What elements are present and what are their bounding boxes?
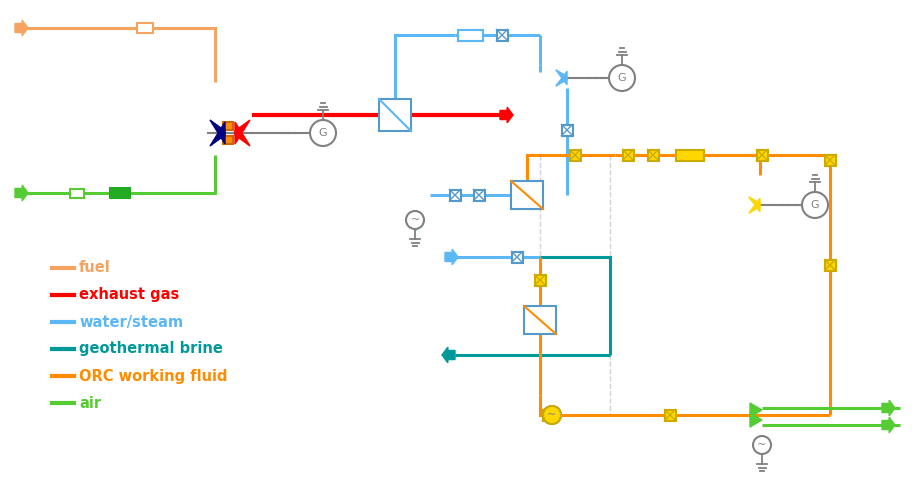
Circle shape xyxy=(406,211,424,229)
Text: fuel: fuel xyxy=(79,261,111,276)
Bar xyxy=(648,149,659,160)
Bar xyxy=(824,155,835,166)
Circle shape xyxy=(543,406,561,424)
Bar xyxy=(379,99,411,131)
Polygon shape xyxy=(882,417,895,433)
Bar xyxy=(622,149,633,160)
Text: G: G xyxy=(618,73,627,83)
Polygon shape xyxy=(882,400,895,416)
Polygon shape xyxy=(556,71,567,86)
Circle shape xyxy=(802,192,828,218)
Text: ~: ~ xyxy=(548,410,557,420)
Polygon shape xyxy=(235,122,250,146)
Bar xyxy=(137,23,153,33)
Bar xyxy=(223,136,233,144)
Text: G: G xyxy=(811,200,820,210)
Polygon shape xyxy=(15,185,28,201)
Text: air: air xyxy=(79,396,101,410)
Bar xyxy=(223,122,233,130)
Bar xyxy=(570,149,581,160)
Polygon shape xyxy=(749,197,760,212)
Bar xyxy=(70,189,84,197)
Polygon shape xyxy=(210,120,225,144)
Bar xyxy=(542,409,553,420)
Circle shape xyxy=(609,65,635,91)
Circle shape xyxy=(310,120,336,146)
Circle shape xyxy=(753,436,771,454)
Circle shape xyxy=(543,406,561,424)
Bar xyxy=(458,29,482,40)
Bar xyxy=(535,275,546,286)
Bar xyxy=(824,260,835,271)
Polygon shape xyxy=(445,249,458,265)
Bar xyxy=(110,188,130,198)
Text: ORC working fluid: ORC working fluid xyxy=(79,369,228,384)
Bar xyxy=(664,409,675,420)
Text: ~: ~ xyxy=(757,440,766,450)
Bar xyxy=(562,124,573,135)
Polygon shape xyxy=(749,198,760,213)
Polygon shape xyxy=(442,347,455,363)
Polygon shape xyxy=(500,107,513,123)
Text: ~: ~ xyxy=(411,215,420,225)
Bar xyxy=(676,149,704,160)
Text: G: G xyxy=(319,128,327,138)
Bar xyxy=(473,190,484,201)
Polygon shape xyxy=(750,403,762,417)
Text: geothermal brine: geothermal brine xyxy=(79,341,223,357)
Bar xyxy=(496,29,507,40)
Text: exhaust gas: exhaust gas xyxy=(79,288,179,302)
Polygon shape xyxy=(750,413,762,427)
Text: water/steam: water/steam xyxy=(79,314,183,329)
Polygon shape xyxy=(15,20,28,36)
Bar xyxy=(511,181,543,209)
Bar xyxy=(756,149,767,160)
Bar xyxy=(449,190,460,201)
Bar xyxy=(512,252,523,263)
Polygon shape xyxy=(235,120,250,144)
Bar xyxy=(524,306,556,334)
Polygon shape xyxy=(210,122,225,146)
Polygon shape xyxy=(556,70,567,85)
